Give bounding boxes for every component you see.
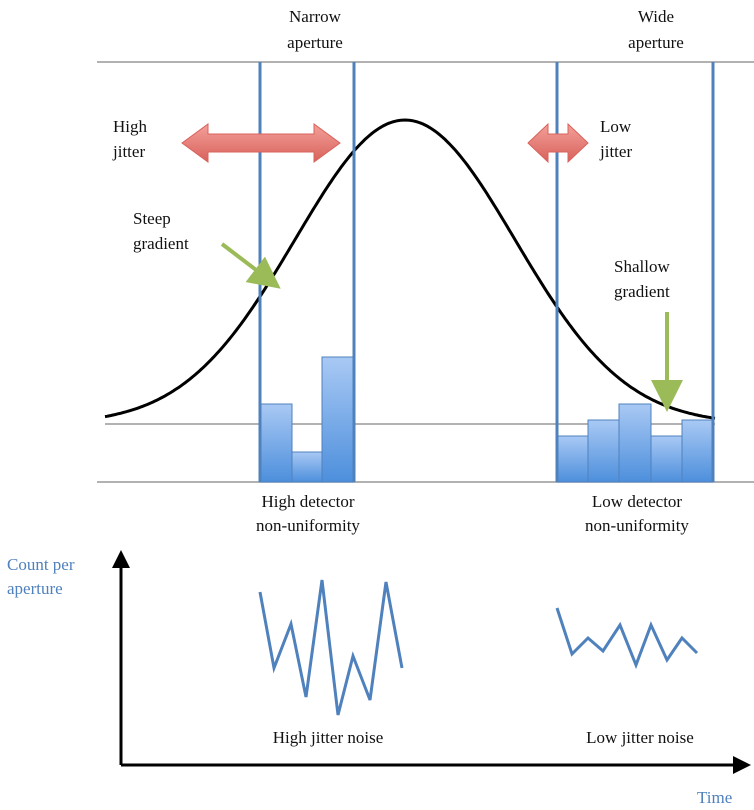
label: Narrow <box>289 7 342 26</box>
detector-bars <box>259 356 714 483</box>
jitter-arrow <box>181 123 341 163</box>
label: non-uniformity <box>585 516 689 535</box>
label: aperture <box>628 33 684 52</box>
axes <box>112 550 751 774</box>
label: High <box>113 117 148 136</box>
label: High jitter noise <box>273 728 383 747</box>
label: jitter <box>112 142 145 161</box>
label: Low <box>600 117 632 136</box>
axis-label: aperture <box>7 579 63 598</box>
gradient-arrow <box>220 242 281 289</box>
low-jitter-trace <box>555 607 699 670</box>
gaussian-curve <box>104 118 716 420</box>
label: Shallow <box>614 257 670 276</box>
label: jitter <box>599 142 632 161</box>
label: Steep <box>133 209 171 228</box>
jitter-arrow <box>527 122 589 164</box>
high-jitter-trace <box>258 579 404 716</box>
label: Low jitter noise <box>586 728 694 747</box>
label: aperture <box>287 33 343 52</box>
label: Wide <box>638 7 674 26</box>
axis-label: Count per <box>7 555 75 574</box>
label: non-uniformity <box>256 516 360 535</box>
label: gradient <box>614 282 670 301</box>
label: High detector <box>262 492 355 511</box>
label: gradient <box>133 234 189 253</box>
axis-label: Time <box>697 788 732 807</box>
label: Low detector <box>592 492 682 511</box>
